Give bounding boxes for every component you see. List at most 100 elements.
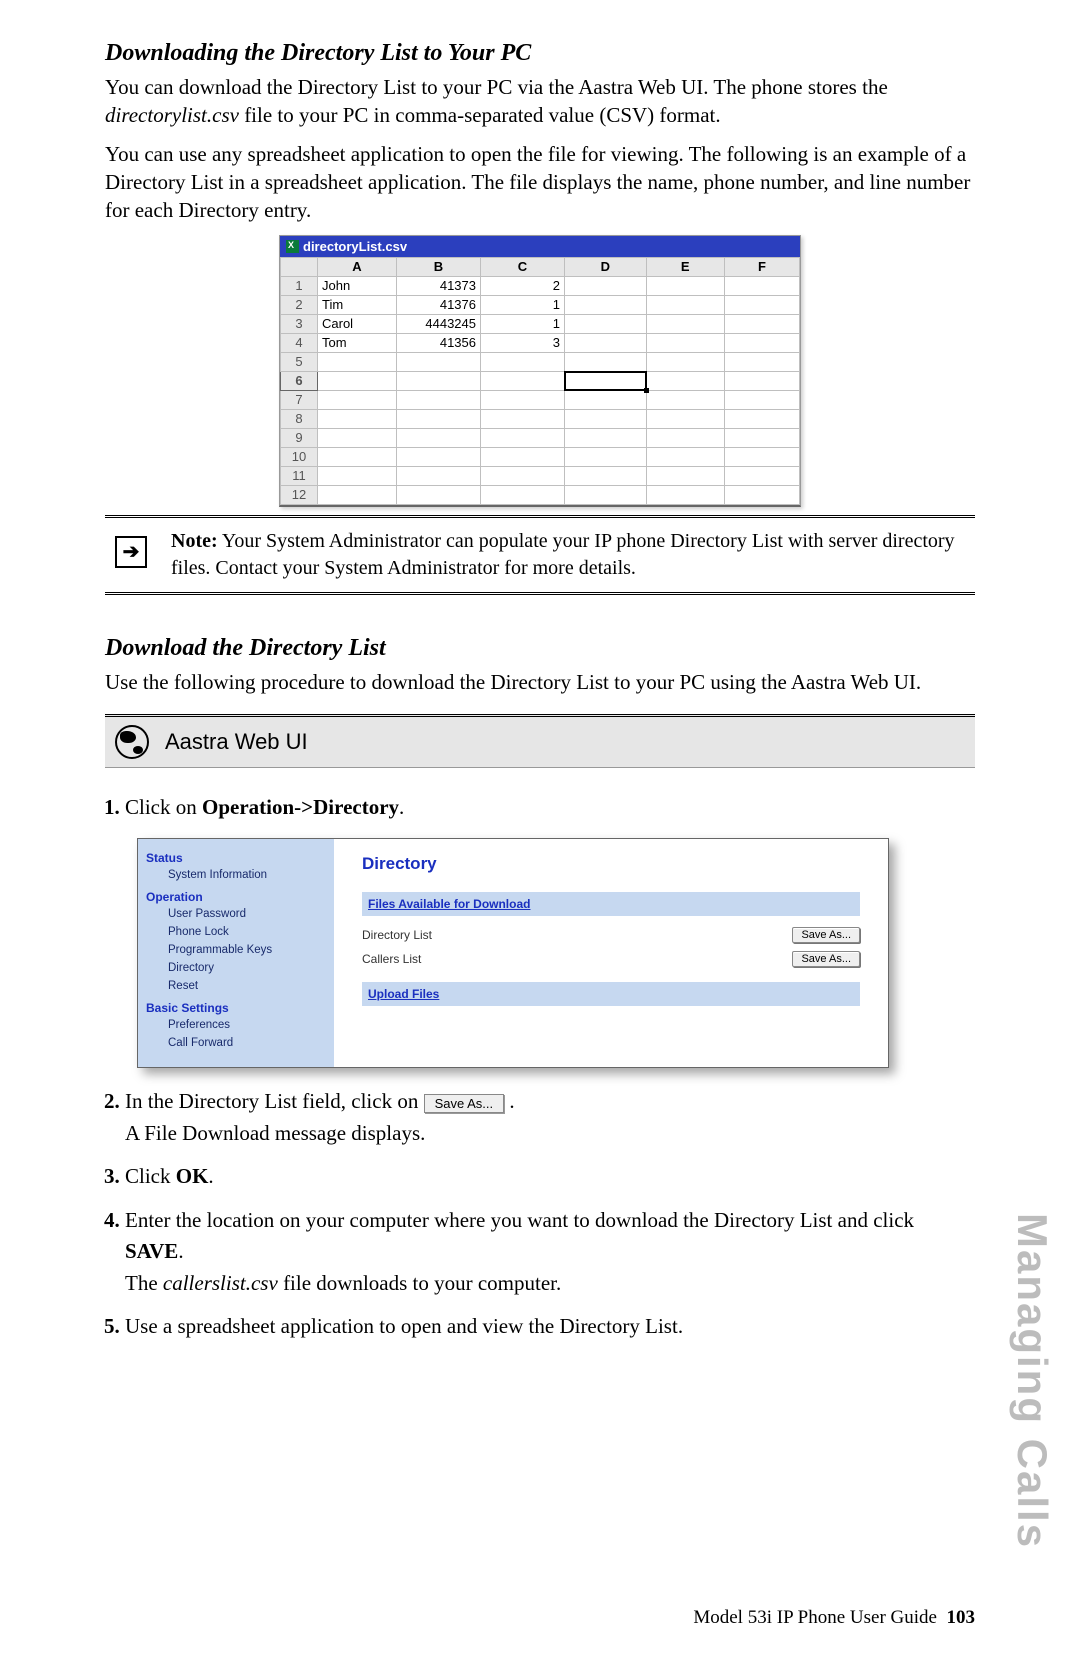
cell	[318, 352, 397, 371]
cell	[397, 466, 481, 485]
step-2: In the Directory List field, click on Sa…	[125, 1086, 975, 1149]
cell	[318, 390, 397, 409]
step2-c: A File Download message displays.	[125, 1121, 425, 1145]
web-ui-screenshot: Status System Information Operation User…	[137, 838, 889, 1069]
cell	[646, 428, 724, 447]
cell	[724, 371, 799, 390]
cell: 2	[481, 276, 565, 295]
cell	[565, 295, 647, 314]
cell	[481, 390, 565, 409]
cell	[397, 352, 481, 371]
nav-sysinfo[interactable]: System Information	[146, 867, 326, 885]
row-header: 4	[281, 333, 318, 352]
web-ui-nav: Status System Information Operation User…	[138, 839, 334, 1068]
nav-callfwd[interactable]: Call Forward	[146, 1035, 326, 1053]
directory-list-label: Directory List	[362, 926, 432, 944]
cell	[318, 428, 397, 447]
cell	[565, 428, 647, 447]
row-header: 8	[281, 409, 318, 428]
cell	[724, 295, 799, 314]
step1-nav: Operation->Directory	[202, 795, 399, 819]
cell	[724, 485, 799, 504]
nav-operation[interactable]: Operation	[146, 888, 326, 906]
cell: Tim	[318, 295, 397, 314]
row-header: 12	[281, 485, 318, 504]
step3-ok: OK	[176, 1164, 209, 1188]
cell: 1	[481, 295, 565, 314]
cell	[724, 409, 799, 428]
step2-a: In the Directory List field, click on	[125, 1089, 424, 1113]
cell	[397, 409, 481, 428]
nav-prefs[interactable]: Preferences	[146, 1017, 326, 1035]
cell	[481, 466, 565, 485]
spreadsheet-filename: directoryList.csv	[303, 239, 407, 254]
aastra-web-ui-bar: Aastra Web UI	[105, 714, 975, 768]
cell	[318, 371, 397, 390]
cell	[318, 466, 397, 485]
cell	[646, 390, 724, 409]
note-text: Note: Your System Administrator can popu…	[171, 528, 975, 582]
table-row: 2Tim413761	[281, 295, 800, 314]
save-as-callers-button[interactable]: Save As...	[792, 951, 860, 967]
cell	[646, 295, 724, 314]
files-available-header: Files Available for Download	[362, 892, 860, 916]
step4-d-a: The	[125, 1271, 163, 1295]
cell: 1	[481, 314, 565, 333]
table-row: 10	[281, 447, 800, 466]
step-5: Use a spreadsheet application to open an…	[125, 1311, 975, 1343]
cell	[318, 447, 397, 466]
cell	[481, 371, 565, 390]
section-heading-1: Downloading the Directory List to Your P…	[105, 40, 975, 67]
step3-a: Click	[125, 1164, 176, 1188]
cell	[565, 314, 647, 333]
cell	[724, 390, 799, 409]
step-1: Click on Operation->Directory. Status Sy…	[125, 792, 975, 1068]
nav-basic[interactable]: Basic Settings	[146, 999, 326, 1017]
cell: Carol	[318, 314, 397, 333]
cell	[646, 276, 724, 295]
row-header: 10	[281, 447, 318, 466]
nav-progkeys[interactable]: Programmable Keys	[146, 942, 326, 960]
nav-reset[interactable]: Reset	[146, 978, 326, 996]
col-header: A	[318, 257, 397, 276]
save-as-directory-button[interactable]: Save As...	[792, 927, 860, 943]
col-header: F	[724, 257, 799, 276]
cell: 3	[481, 333, 565, 352]
table-row: 6	[281, 371, 800, 390]
web-ui-main: Directory Files Available for Download D…	[334, 839, 888, 1068]
cell	[724, 466, 799, 485]
cell: 41373	[397, 276, 481, 295]
cell	[565, 466, 647, 485]
table-row: 8	[281, 409, 800, 428]
cell	[646, 333, 724, 352]
nav-userpass[interactable]: User Password	[146, 906, 326, 924]
section-heading-2: Download the Directory List	[105, 635, 975, 662]
row-header: 1	[281, 276, 318, 295]
procedure-steps: Click on Operation->Directory. Status Sy…	[105, 792, 975, 1343]
cell	[724, 314, 799, 333]
save-as-inline-button[interactable]: Save As...	[424, 1094, 505, 1113]
cell	[481, 352, 565, 371]
step4-d-b: file downloads to your computer.	[278, 1271, 561, 1295]
cell	[565, 485, 647, 504]
aastra-label: Aastra Web UI	[165, 729, 308, 755]
table-row: 7	[281, 390, 800, 409]
cell	[397, 485, 481, 504]
nav-status[interactable]: Status	[146, 849, 326, 867]
side-chapter-tab: Managing Calls	[1008, 1213, 1056, 1549]
spreadsheet-grid: ABCDEF 1John4137322Tim4137613Carol444324…	[280, 257, 800, 505]
nav-directory[interactable]: Directory	[146, 960, 326, 978]
para1-a: You can download the Directory List to y…	[105, 75, 888, 99]
nav-phonelock[interactable]: Phone Lock	[146, 924, 326, 942]
cell	[565, 409, 647, 428]
cell	[397, 428, 481, 447]
cell	[724, 428, 799, 447]
col-header: B	[397, 257, 481, 276]
callers-list-row: Callers List Save As...	[362, 950, 860, 968]
cell	[397, 447, 481, 466]
cell	[318, 485, 397, 504]
step4-save: SAVE	[125, 1239, 178, 1263]
cell	[646, 466, 724, 485]
note-label: Note:	[171, 530, 218, 552]
para-3: Use the following procedure to download …	[105, 668, 975, 696]
